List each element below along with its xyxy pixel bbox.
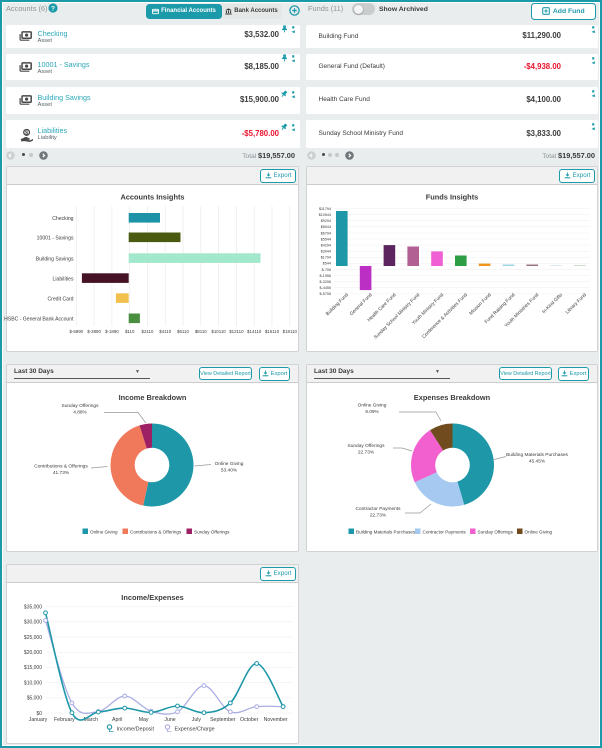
svg-text:$8044: $8044 — [321, 225, 331, 229]
svg-text:$1794: $1794 — [321, 256, 331, 260]
svg-text:$-5890: $-5890 — [69, 329, 83, 334]
svg-text:Credit Card: Credit Card — [47, 296, 73, 302]
svg-text:$12110: $12110 — [229, 329, 244, 334]
svg-text:$9294: $9294 — [321, 219, 331, 223]
svg-text:Sunday Offerings: Sunday Offerings — [348, 443, 386, 449]
svg-text:$2110: $2110 — [142, 329, 154, 334]
svg-text:41.73%: 41.73% — [53, 470, 70, 476]
svg-text:June: June — [164, 717, 175, 723]
svg-text:$-706: $-706 — [322, 268, 331, 272]
svg-text:Sunday Offerings: Sunday Offerings — [478, 529, 514, 534]
svg-text:$0: $0 — [36, 711, 42, 717]
svg-text:$8110: $8110 — [195, 329, 207, 334]
svg-text:$11794: $11794 — [319, 207, 331, 211]
svg-text:HSBC - General Bank Account: HSBC - General Bank Account — [4, 317, 74, 323]
svg-text:October: October — [240, 717, 259, 723]
svg-text:$10,000: $10,000 — [24, 680, 42, 686]
svg-text:22.73%: 22.73% — [370, 513, 387, 519]
svg-text:April: April — [112, 717, 122, 723]
svg-text:45.45%: 45.45% — [529, 459, 546, 465]
svg-text:Expenses Breakdown: Expenses Breakdown — [414, 393, 491, 402]
svg-text:Online Giving: Online Giving — [358, 403, 387, 409]
svg-text:$18110: $18110 — [283, 329, 298, 334]
svg-text:?: ? — [51, 5, 55, 12]
svg-text:$35,000: $35,000 — [24, 605, 42, 611]
svg-text:May: May — [139, 717, 149, 723]
svg-text:$-3890: $-3890 — [87, 329, 101, 334]
svg-text:$10110: $10110 — [211, 329, 226, 334]
svg-text:$6110: $6110 — [177, 329, 189, 334]
svg-text:$10544: $10544 — [319, 213, 331, 217]
svg-text:$-4456: $-4456 — [320, 286, 331, 290]
svg-text:$5544: $5544 — [321, 237, 331, 241]
svg-text:$544: $544 — [323, 262, 331, 266]
svg-text:$-5706: $-5706 — [320, 292, 331, 296]
svg-text:Building Materials Purchases: Building Materials Purchases — [356, 529, 416, 534]
svg-text:Income/Expenses: Income/Expenses — [121, 593, 183, 602]
svg-text:Building Materials Purchases: Building Materials Purchases — [506, 452, 568, 458]
svg-text:$16110: $16110 — [265, 329, 280, 334]
svg-text:Contractor Payments: Contractor Payments — [355, 506, 401, 512]
svg-text:November: November — [264, 717, 288, 723]
svg-text:53.40%: 53.40% — [221, 468, 238, 474]
svg-text:$4110: $4110 — [159, 329, 171, 334]
svg-text:Funds Insights: Funds Insights — [426, 193, 479, 202]
svg-text:January: January — [29, 717, 48, 723]
svg-text:$4294: $4294 — [321, 244, 331, 248]
svg-text:$-1890: $-1890 — [105, 329, 119, 334]
svg-text:Income/Deposit: Income/Deposit — [117, 727, 155, 733]
svg-text:$3044: $3044 — [321, 250, 331, 254]
svg-text:Liabilities: Liabilities — [53, 276, 74, 282]
svg-text:Sunday Offerings: Sunday Offerings — [62, 403, 100, 409]
svg-text:Sunday Offerings: Sunday Offerings — [194, 529, 230, 534]
svg-text:10001 - Savings: 10001 - Savings — [37, 236, 74, 242]
svg-text:Checking: Checking — [52, 216, 73, 222]
svg-text:$30,000: $30,000 — [24, 620, 42, 626]
svg-text:$15,000: $15,000 — [24, 665, 42, 671]
svg-text:Online Giving: Online Giving — [90, 529, 118, 534]
svg-text:September: September — [210, 717, 236, 723]
svg-text:Income Breakdown: Income Breakdown — [119, 393, 187, 402]
svg-text:9.09%: 9.09% — [365, 409, 379, 415]
svg-text:$6794: $6794 — [321, 231, 331, 235]
svg-text:Contributions & Offerings: Contributions & Offerings — [130, 529, 182, 534]
svg-text:$: $ — [25, 131, 29, 137]
svg-text:March: March — [84, 717, 99, 723]
svg-text:4.88%: 4.88% — [73, 410, 87, 416]
svg-text:February: February — [54, 717, 75, 723]
svg-text:$-1956: $-1956 — [320, 274, 331, 278]
svg-text:Contributions & Offerings: Contributions & Offerings — [34, 464, 88, 470]
svg-text:$14110: $14110 — [247, 329, 262, 334]
svg-text:July: July — [192, 717, 202, 723]
svg-text:Accounts Insights: Accounts Insights — [120, 193, 184, 202]
svg-text:Contractor Payments: Contractor Payments — [423, 529, 467, 534]
svg-text:Building Savings: Building Savings — [36, 256, 74, 262]
svg-text:Expense/Charge: Expense/Charge — [175, 727, 215, 733]
svg-text:22.73%: 22.73% — [358, 450, 375, 456]
svg-text:Online Giving: Online Giving — [215, 461, 244, 467]
svg-text:$20,000: $20,000 — [24, 650, 42, 656]
svg-text:$-3206: $-3206 — [320, 280, 331, 284]
svg-text:$25,000: $25,000 — [24, 635, 42, 641]
svg-text:$5,000: $5,000 — [27, 696, 43, 702]
svg-text:$110: $110 — [125, 329, 135, 334]
svg-text:Online Giving: Online Giving — [525, 529, 553, 534]
